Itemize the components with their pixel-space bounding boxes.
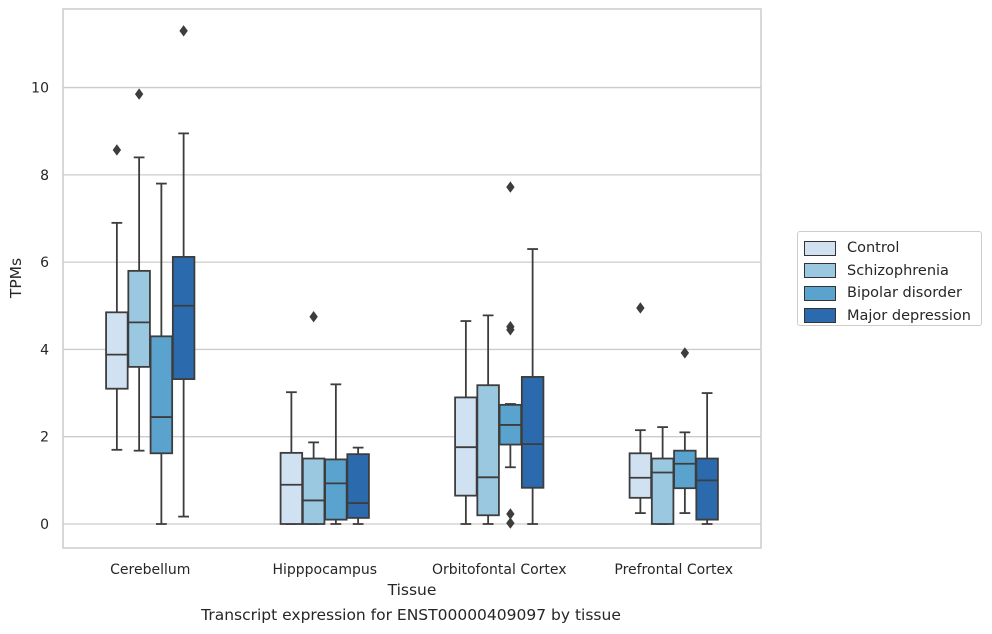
y-tick-label: 2 [40, 430, 49, 446]
box-plot-groups [105, 25, 719, 529]
legend-label: Bipolar disorder [847, 285, 962, 302]
outlier-point [309, 311, 318, 323]
legend-label: Control [847, 240, 900, 257]
plot-frame [62, 8, 762, 549]
box-iqr [695, 457, 719, 521]
legend-swatch [804, 308, 836, 324]
box-group [105, 144, 129, 451]
box-iqr [324, 458, 348, 521]
outlier-point [506, 508, 515, 520]
legend-item: Bipolar disorder [804, 282, 981, 305]
outlier-point [636, 302, 645, 314]
legend-item: Major depression [804, 305, 981, 328]
box-iqr [127, 269, 151, 368]
figure-caption: Transcript expression for ENST0000040909… [201, 606, 621, 624]
outlier-point [680, 347, 690, 359]
box-group [628, 302, 653, 514]
y-tick-label: 0 [40, 517, 49, 533]
x-tick-label: Hipppocampus [272, 562, 377, 578]
box-group [279, 391, 304, 525]
y-tick-label: 4 [40, 342, 49, 358]
box-group [454, 320, 478, 525]
y-tick-label: 8 [40, 168, 49, 184]
legend-item: Control [804, 237, 981, 260]
x-tick-label: Cerebellum [110, 562, 190, 578]
y-tick-label: 6 [40, 255, 49, 271]
box-iqr [301, 457, 326, 525]
outlier-point [506, 517, 515, 529]
box-group [149, 182, 174, 525]
box-group [673, 347, 697, 514]
box-iqr [346, 453, 370, 519]
y-axis-label: TPMs [7, 258, 25, 299]
legend: Control Schizophrenia Bipolar disorder Majo… [797, 231, 982, 326]
box-iqr [105, 311, 129, 390]
box-group [346, 446, 370, 525]
box-group [301, 311, 326, 525]
box-iqr [520, 376, 545, 489]
box-iqr [673, 449, 697, 490]
outlier-point [506, 324, 515, 336]
x-tick-labels: Cerebellum Hipppocampus Orbitofontal Corte… [110, 562, 733, 578]
box-group [324, 383, 348, 525]
box-iqr [149, 335, 174, 455]
box-group [498, 181, 523, 529]
outlier-point [112, 144, 122, 156]
box-group [520, 248, 545, 525]
legend-swatch [804, 240, 836, 256]
box-iqr [279, 451, 304, 525]
box-iqr [628, 452, 653, 499]
box-iqr [476, 384, 500, 517]
box-group [127, 88, 151, 452]
outlier-point [179, 25, 188, 37]
x-tick-label: Orbitofontal Cortex [432, 562, 567, 578]
legend-swatch [804, 285, 836, 301]
box-group [476, 314, 500, 525]
y-tick-label: 10 [31, 81, 49, 97]
outlier-point [134, 88, 144, 100]
box-group [695, 392, 719, 525]
box-group [171, 25, 196, 518]
legend-item: Schizophrenia [804, 260, 981, 283]
outlier-point [506, 181, 515, 193]
legend-swatch [804, 263, 836, 279]
box-group [650, 426, 675, 525]
y-tick-labels: 0 2 4 6 8 10 [31, 81, 49, 533]
x-axis-label: Tissue [387, 581, 437, 599]
box-iqr [171, 255, 196, 380]
legend-label: Schizophrenia [847, 262, 949, 279]
box-iqr [650, 457, 675, 525]
legend-label: Major depression [847, 307, 971, 324]
x-tick-label: Prefrontal Cortex [614, 562, 733, 578]
